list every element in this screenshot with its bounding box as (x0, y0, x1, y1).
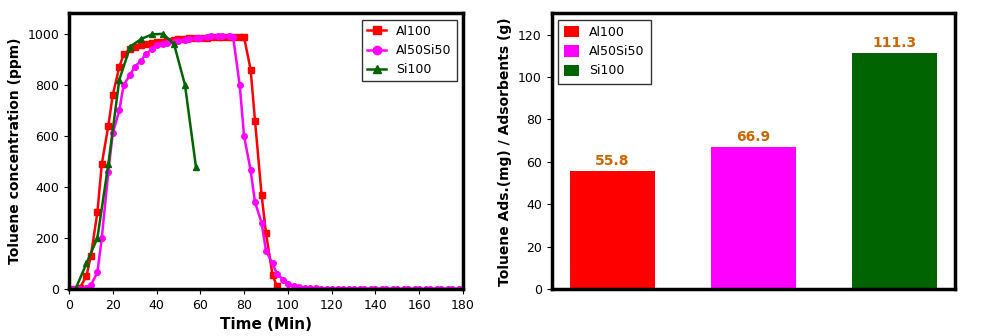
Al100 (271, 284, 283, 288)
Si100 (102, 162, 114, 166)
Al100 (244, 68, 256, 72)
Al50Si50 (337, 287, 349, 291)
Al100 (223, 35, 234, 39)
Bar (711, 147, 796, 289)
Si100 (168, 42, 180, 46)
Al50Si50 (457, 287, 469, 291)
Bar (570, 171, 655, 289)
Al50Si50 (201, 35, 213, 39)
Si100 (124, 45, 136, 49)
Al100 (183, 36, 195, 40)
Si100 (113, 78, 125, 82)
Si100 (179, 83, 191, 87)
Line: Si100: Si100 (73, 31, 199, 292)
X-axis label: Time (Min): Time (Min) (220, 317, 312, 332)
Al50Si50 (67, 287, 79, 291)
Al100 (238, 35, 250, 39)
Text: 111.3: 111.3 (873, 36, 917, 50)
Al100 (96, 162, 107, 166)
Al100 (212, 35, 224, 39)
Al100 (74, 286, 86, 290)
Al50Si50 (217, 34, 229, 38)
Al100 (151, 40, 163, 44)
Y-axis label: Toluene concentration (ppm): Toluene concentration (ppm) (8, 38, 22, 264)
Al100 (249, 119, 261, 123)
Al100 (102, 124, 114, 128)
Al100 (190, 36, 202, 40)
Al100 (228, 35, 239, 39)
Legend: Al100, Al50Si50, Si100: Al100, Al50Si50, Si100 (362, 20, 457, 81)
Al100 (140, 42, 152, 46)
Si100 (146, 32, 158, 36)
Al100 (118, 52, 130, 56)
Al100 (217, 35, 229, 39)
Al100 (146, 41, 158, 45)
Al100 (172, 37, 184, 41)
Al100 (233, 35, 245, 39)
Al100 (205, 35, 217, 39)
Y-axis label: Toluene Ads.(mg) / Adsorbents (g): Toluene Ads.(mg) / Adsorbents (g) (498, 17, 512, 286)
Al100 (168, 38, 180, 42)
Al100 (162, 39, 173, 43)
Al100 (158, 40, 169, 44)
Al100 (81, 274, 93, 278)
Al50Si50 (293, 285, 304, 289)
Al100 (256, 193, 268, 197)
Line: Al50Si50: Al50Si50 (71, 33, 466, 292)
Al50Si50 (321, 287, 333, 291)
Al100 (135, 43, 147, 47)
Al50Si50 (162, 41, 173, 45)
Al100 (106, 93, 118, 97)
Si100 (158, 32, 169, 36)
Al100 (92, 210, 103, 214)
Al100 (179, 37, 191, 41)
Al100 (67, 287, 79, 291)
Al100 (260, 231, 272, 235)
Al100 (194, 36, 206, 40)
Al100 (124, 47, 136, 51)
Al100 (267, 273, 279, 277)
Al100 (129, 45, 141, 49)
Legend: Al100, Al50Si50, Si100: Al100, Al50Si50, Si100 (558, 20, 651, 84)
Al50Si50 (124, 73, 136, 77)
Si100 (70, 287, 82, 291)
Si100 (81, 261, 93, 265)
Si100 (135, 37, 147, 41)
Al100 (201, 36, 213, 40)
Si100 (190, 165, 202, 169)
Text: 66.9: 66.9 (737, 130, 770, 144)
Bar (852, 53, 937, 289)
Text: 55.8: 55.8 (595, 154, 629, 168)
Line: Al100: Al100 (71, 34, 280, 292)
Si100 (92, 236, 103, 240)
Al100 (85, 254, 97, 258)
Al100 (113, 65, 125, 69)
